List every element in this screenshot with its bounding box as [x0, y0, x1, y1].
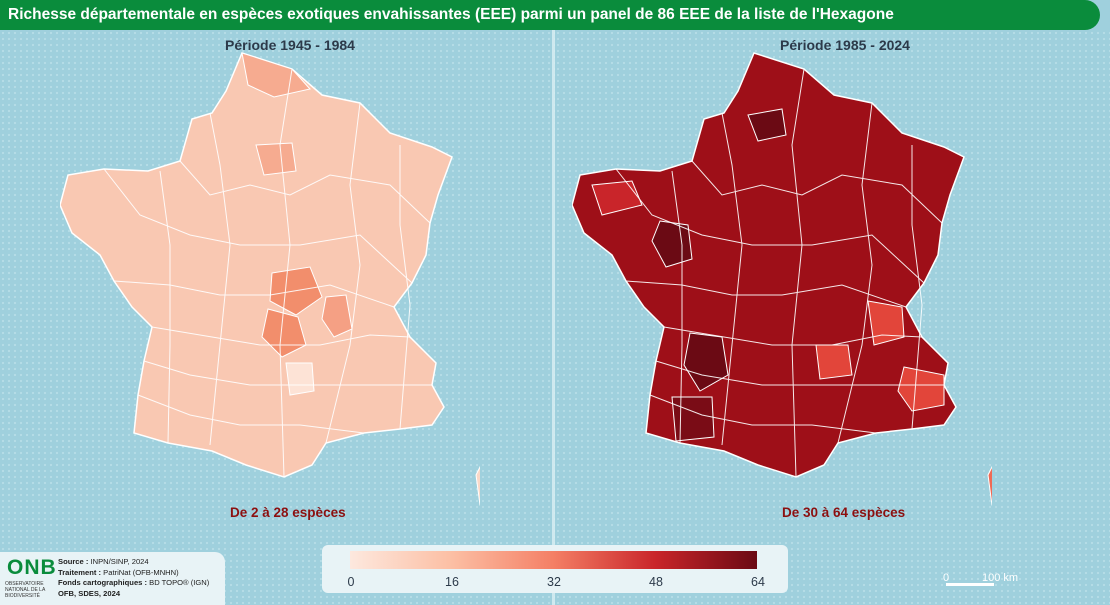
france-map-1985-2024: [572, 52, 992, 506]
department-highlight-alpes-maritimes: [897, 366, 945, 412]
france-outline: [60, 52, 453, 478]
credit-label: Traitement :: [58, 567, 102, 577]
credit-label: Fonds cartographiques :: [58, 578, 148, 587]
legend-tick-64: 64: [751, 575, 765, 589]
scale-zero: 0: [943, 572, 950, 584]
scale-bar: [946, 583, 994, 586]
credit-value: INPN/SINP, 2024: [88, 557, 149, 566]
credits-box: [0, 552, 225, 605]
onb-logo-subtitle: OBSERVATOIRE NATIONAL DE LA BIODIVERSITÉ: [5, 581, 46, 599]
department-highlight-cantal: [285, 362, 315, 396]
range-label-right: De 30 à 64 espèces: [782, 505, 906, 520]
credit-label: OFB, SDES, 2024: [58, 588, 121, 598]
france-outline: [572, 52, 965, 478]
panel-divider: [552, 30, 555, 605]
credit-value: PatriNat (OFB-MNHN): [101, 567, 179, 577]
map-title: Richesse départementale en espèces exoti…: [8, 6, 894, 23]
legend-tick-48: 48: [649, 575, 663, 589]
panel-title-right: Période 1985 - 2024: [780, 37, 910, 53]
department-highlight-isere: [867, 300, 905, 346]
department-highlight-loire: [321, 294, 353, 338]
corsica: [475, 465, 480, 506]
france-map-1945-1984: [60, 52, 480, 506]
range-label-left: De 2 à 28 espèces: [230, 505, 346, 520]
department-borders: [103, 68, 432, 478]
department-highlight-landes: [671, 396, 715, 442]
credits: Source : INPN/SINP, 2024 Traitement : Pa…: [58, 557, 209, 599]
onb-logo: ONB: [7, 556, 57, 579]
credit-label: Source :: [58, 557, 89, 566]
scale-length: 100 km: [982, 572, 1019, 584]
legend-color-scale: [350, 551, 757, 569]
department-highlight-seine-maritime: [747, 108, 787, 142]
department-highlight-gironde: [683, 332, 729, 392]
corsica: [987, 465, 992, 506]
department-highlight-brittany: [591, 180, 643, 216]
department-highlight-cantal: [815, 344, 853, 380]
legend-tick-32: 32: [547, 575, 561, 589]
department-borders: [615, 68, 944, 478]
legend-tick-0: 0: [347, 575, 355, 589]
credit-value: BD TOPO® (IGN): [147, 578, 210, 587]
department-highlight-nord: [241, 52, 311, 98]
panel-title-left: Période 1945 - 1984: [225, 37, 355, 53]
legend-tick-16: 16: [445, 575, 459, 589]
title-bar: Richesse départementale en espèces exoti…: [0, 0, 1100, 30]
